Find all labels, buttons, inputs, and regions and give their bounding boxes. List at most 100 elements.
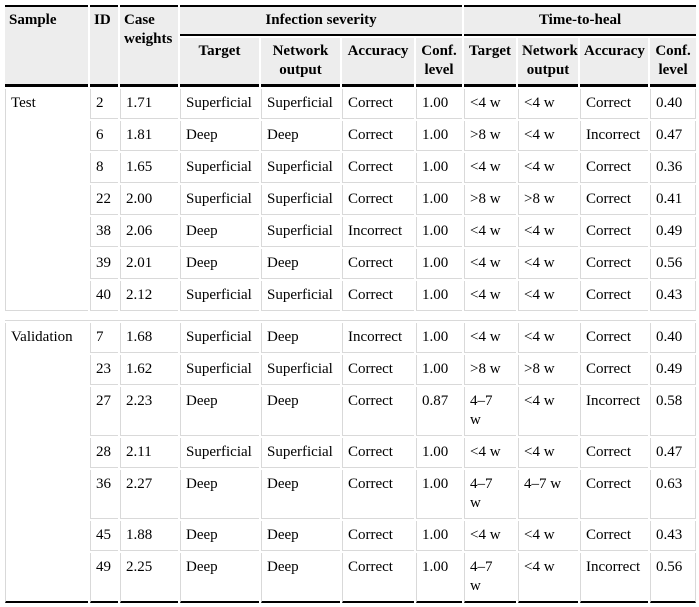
cell-infection-network_output: Superficial	[261, 185, 340, 215]
header-sample: Sample	[5, 5, 88, 87]
cell-infection-conf_level: 1.00	[416, 217, 463, 247]
cell-infection-target: Deep	[180, 217, 259, 247]
table-row: 22 2.00 Superficial Superficial Correct 1.00 >…	[5, 185, 697, 215]
cell-case_weight: 1.62	[120, 355, 178, 385]
cell-infection-network_output: Deep	[261, 387, 340, 436]
cell-id: 49	[90, 553, 118, 603]
cell-time-target: <4 w	[464, 89, 517, 119]
cell-time-conf_level: 0.47	[650, 438, 697, 468]
table-row: Test 2 1.71 Superficial Superficial Correct 1.…	[5, 89, 697, 311]
cell-infection-accuracy: Correct	[342, 121, 414, 151]
cell-infection-accuracy: Correct	[342, 553, 414, 603]
cell-infection-target: Deep	[180, 387, 259, 436]
cell-infection-target: Deep	[180, 249, 259, 279]
section-spacer	[5, 313, 697, 321]
cell-time-network_output: <4 w	[518, 387, 579, 436]
cell-time-target: 4–7 w	[464, 470, 517, 519]
cell-time-accuracy: Correct	[580, 323, 649, 353]
cell-infection-network_output: Superficial	[261, 438, 340, 468]
cell-time-target: <4 w	[464, 438, 517, 468]
cell-infection-conf_level: 1.00	[416, 521, 463, 551]
table-row: Validation 7 1.68 Superficial Deep Incorrect 1…	[5, 323, 697, 603]
cell-time-network_output: >8 w	[518, 185, 579, 215]
header-time-network-output: Network output	[518, 38, 579, 87]
cell-time-accuracy: Correct	[580, 217, 649, 247]
cell-id: 27	[90, 387, 118, 436]
cell-infection-conf_level: 0.87	[416, 387, 463, 436]
cell-id: 38	[90, 217, 118, 247]
cell-id: 45	[90, 521, 118, 551]
cell-time-network_output: <4 w	[518, 438, 579, 468]
cell-infection-accuracy: Correct	[342, 470, 414, 519]
cell-infection-target: Superficial	[180, 89, 259, 119]
cell-sample: Validation	[5, 323, 88, 603]
cell-time-network_output: <4 w	[518, 553, 579, 603]
cell-infection-accuracy: Correct	[342, 249, 414, 279]
header-sub-row: Target Network output Accuracy Conf. lev…	[5, 38, 697, 87]
cell-time-network_output: 4–7 w	[518, 470, 579, 519]
header-group-infection-severity: Infection severity	[180, 5, 463, 36]
header-infection-network-output: Network output	[261, 38, 340, 87]
table-row: 28 2.11 Superficial Superficial Correct 1.00 <…	[5, 438, 697, 468]
cell-time-conf_level: 0.40	[650, 89, 697, 119]
cell-time-target: >8 w	[464, 355, 517, 385]
cell-case_weight: 2.12	[120, 281, 178, 311]
header-time-accuracy: Accuracy	[580, 38, 649, 87]
cell-infection-network_output: Superficial	[261, 281, 340, 311]
table-row: 39 2.01 Deep Deep Correct 1.00 <4 w <4 w Correct…	[5, 249, 697, 279]
header-infection-accuracy: Accuracy	[342, 38, 414, 87]
cell-infection-accuracy: Correct	[342, 89, 414, 119]
table-row: 38 2.06 Deep Superficial Incorrect 1.00 <4 w <4…	[5, 217, 697, 247]
cell-infection-target: Superficial	[180, 153, 259, 183]
cell-time-network_output: <4 w	[518, 153, 579, 183]
cell-time-accuracy: Correct	[580, 153, 649, 183]
cell-case_weight: 1.71	[120, 89, 178, 119]
cell-infection-network_output: Deep	[261, 121, 340, 151]
cell-sample: Test	[5, 89, 88, 311]
cell-time-conf_level: 0.41	[650, 185, 697, 215]
cell-case_weight: 2.01	[120, 249, 178, 279]
cell-time-network_output: >8 w	[518, 355, 579, 385]
cell-infection-conf_level: 1.00	[416, 470, 463, 519]
cell-infection-conf_level: 1.00	[416, 121, 463, 151]
cell-time-target: <4 w	[464, 281, 517, 311]
section-spacer-row	[5, 313, 697, 321]
cell-infection-target: Superficial	[180, 323, 259, 353]
cell-infection-accuracy: Correct	[342, 355, 414, 385]
cell-case_weight: 1.68	[120, 323, 178, 353]
cell-time-conf_level: 0.58	[650, 387, 697, 436]
cell-time-target: >8 w	[464, 121, 517, 151]
cell-time-network_output: <4 w	[518, 217, 579, 247]
cell-time-accuracy: Correct	[580, 470, 649, 519]
header-group-row: Sample ID Case weights Infection severit…	[5, 5, 697, 87]
cell-case_weight: 2.00	[120, 185, 178, 215]
cell-case_weight: 2.06	[120, 217, 178, 247]
cell-infection-network_output: Deep	[261, 249, 340, 279]
cell-infection-target: Superficial	[180, 438, 259, 468]
cell-time-accuracy: Incorrect	[580, 121, 649, 151]
cell-time-accuracy: Incorrect	[580, 387, 649, 436]
cell-time-target: <4 w	[464, 521, 517, 551]
table-body: Test 2 1.71 Superficial Superficial Correct 1.…	[5, 89, 697, 603]
cell-id: 40	[90, 281, 118, 311]
cell-case_weight: 1.88	[120, 521, 178, 551]
header-time-target: Target	[464, 38, 517, 87]
cell-case_weight: 1.81	[120, 121, 178, 151]
cell-infection-target: Deep	[180, 121, 259, 151]
cell-time-network_output: <4 w	[518, 121, 579, 151]
table-row: 6 1.81 Deep Deep Correct 1.00 >8 w <4 w Incorrec…	[5, 121, 697, 151]
cell-infection-accuracy: Correct	[342, 185, 414, 215]
cell-time-network_output: <4 w	[518, 323, 579, 353]
cell-time-target: >8 w	[464, 185, 517, 215]
cell-infection-target: Superficial	[180, 281, 259, 311]
cell-id: 7	[90, 323, 118, 353]
cell-time-accuracy: Incorrect	[580, 553, 649, 603]
table-row: 36 2.27 Deep Deep Correct 1.00 4–7 w 4–7 w Corre…	[5, 470, 697, 519]
cell-infection-accuracy: Correct	[342, 387, 414, 436]
cell-time-target: <4 w	[464, 217, 517, 247]
cell-id: 2	[90, 89, 118, 119]
cell-infection-target: Deep	[180, 553, 259, 603]
cell-case_weight: 2.25	[120, 553, 178, 603]
cell-infection-target: Deep	[180, 521, 259, 551]
